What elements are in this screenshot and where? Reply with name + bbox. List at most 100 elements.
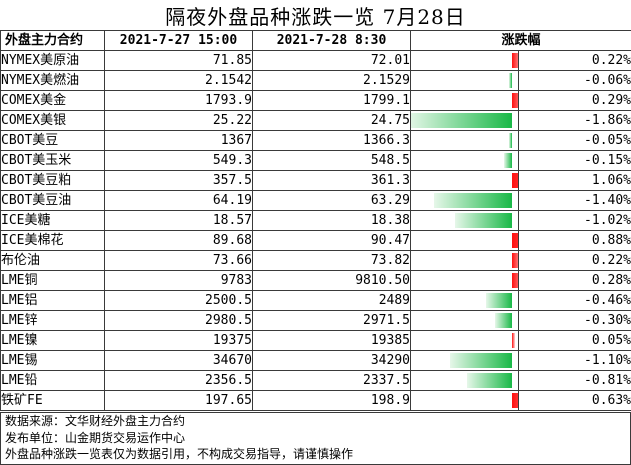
curr-price: 24.75 bbox=[252, 110, 411, 131]
table-row: COMEX美银 25.22 24.75 -1.86% bbox=[0, 110, 631, 131]
change-bar bbox=[509, 133, 512, 148]
prev-price: 1367 bbox=[104, 130, 253, 151]
change-percent: -0.06% bbox=[517, 70, 631, 91]
contract-name: ICE美棉花 bbox=[0, 230, 105, 251]
curr-price: 34290 bbox=[252, 350, 411, 371]
prev-price: 18.57 bbox=[104, 210, 253, 231]
contract-name: LME铝 bbox=[0, 290, 105, 311]
prev-price: 2980.5 bbox=[104, 310, 253, 331]
note-source: 数据来源：文华财经外盘主力合约 bbox=[5, 414, 186, 428]
contract-name: NYMEX美原油 bbox=[0, 50, 105, 71]
change-bar bbox=[512, 93, 518, 108]
table-row: LME铅 2356.5 2337.5 -0.81% bbox=[0, 370, 631, 391]
contract-name: LME铜 bbox=[0, 270, 105, 291]
table-row: 布伦油 73.66 73.82 0.22% bbox=[0, 250, 631, 271]
note-publisher: 发布单位：山金期货交易运作中心 bbox=[5, 430, 186, 445]
table-row: LME镍 19375 19385 0.05% bbox=[0, 330, 631, 351]
contract-name: 铁矿FE bbox=[0, 390, 105, 411]
header-prev-time: 2021-7-27 15:00 bbox=[104, 30, 253, 51]
prev-price: 1793.9 bbox=[104, 90, 253, 111]
change-bar-cell bbox=[410, 270, 519, 291]
change-bar-cell bbox=[410, 330, 519, 351]
change-bar-cell bbox=[410, 350, 519, 371]
table-row: COMEX美金 1793.9 1799.1 0.29% bbox=[0, 90, 631, 111]
prev-price: 2356.5 bbox=[104, 370, 253, 391]
header-change: 涨跌幅 bbox=[409, 30, 631, 51]
change-bar-cell bbox=[410, 290, 519, 311]
change-bar bbox=[450, 353, 512, 368]
prev-price: 25.22 bbox=[104, 110, 253, 131]
contract-name: COMEX美银 bbox=[0, 110, 105, 131]
change-percent: -1.40% bbox=[517, 190, 631, 211]
table-row: CBOT美玉米 549.3 548.5 -0.15% bbox=[0, 150, 631, 171]
change-bar bbox=[512, 253, 518, 268]
footer-notes: 数据来源：文华财经外盘主力合约 发布单位：山金期货交易运作中心 外盘品种涨跌一览… bbox=[0, 412, 631, 465]
header-curr-time: 2021-7-28 8:30 bbox=[252, 30, 411, 51]
table-row: LME铝 2500.5 2489 -0.46% bbox=[0, 290, 631, 311]
change-percent: -0.81% bbox=[517, 370, 631, 391]
change-bar-cell bbox=[410, 210, 519, 231]
table-row: LME锡 34670 34290 -1.10% bbox=[0, 350, 631, 371]
change-bar-cell bbox=[410, 390, 519, 411]
change-bar bbox=[512, 53, 518, 68]
table-row: ICE美糖 18.57 18.38 -1.02% bbox=[0, 210, 631, 231]
change-bar bbox=[512, 173, 518, 188]
contract-name: CBOT美豆粕 bbox=[0, 170, 105, 191]
curr-price: 361.3 bbox=[252, 170, 411, 191]
prev-price: 549.3 bbox=[104, 150, 253, 171]
change-bar bbox=[411, 113, 512, 128]
change-bar bbox=[512, 233, 518, 248]
change-percent: 0.63% bbox=[517, 390, 631, 411]
contract-name: CBOT美豆油 bbox=[0, 190, 105, 211]
change-percent: 0.88% bbox=[517, 230, 631, 251]
prev-price: 197.65 bbox=[104, 390, 253, 411]
table-row: LME铜 9783 9810.50 0.28% bbox=[0, 270, 631, 291]
change-percent: 0.29% bbox=[517, 90, 631, 111]
curr-price: 2337.5 bbox=[252, 370, 411, 391]
curr-price: 548.5 bbox=[252, 150, 411, 171]
prev-price: 2500.5 bbox=[104, 290, 253, 311]
change-percent: 1.06% bbox=[517, 170, 631, 191]
change-bar-cell bbox=[410, 370, 519, 391]
prev-price: 2.1542 bbox=[104, 70, 253, 91]
note-disclaimer: 外盘品种涨跌一览表仅为数据引用，不构成交易指导，请谨慎操作 bbox=[5, 447, 354, 461]
change-bar bbox=[433, 193, 512, 208]
prev-price: 34670 bbox=[104, 350, 253, 371]
table-row: CBOT美豆油 64.19 63.29 -1.40% bbox=[0, 190, 631, 211]
change-bar bbox=[486, 293, 512, 308]
change-bar-cell bbox=[410, 70, 519, 91]
change-bar-cell bbox=[410, 150, 519, 171]
contract-name: COMEX美金 bbox=[0, 90, 105, 111]
commodity-table: 外盘主力合约 2021-7-27 15:00 2021-7-28 8:30 涨跌… bbox=[0, 30, 631, 411]
header-contract: 外盘主力合约 bbox=[0, 30, 105, 51]
prev-price: 64.19 bbox=[104, 190, 253, 211]
change-bar-cell bbox=[410, 50, 519, 71]
table-row: LME锌 2980.5 2971.5 -0.30% bbox=[0, 310, 631, 331]
change-percent: 0.28% bbox=[517, 270, 631, 291]
change-percent: 0.22% bbox=[517, 50, 631, 71]
change-bar-cell bbox=[410, 170, 519, 191]
prev-price: 357.5 bbox=[104, 170, 253, 191]
curr-price: 1799.1 bbox=[252, 90, 411, 111]
change-bar-cell bbox=[410, 230, 519, 251]
curr-price: 198.9 bbox=[252, 390, 411, 411]
change-percent: -1.02% bbox=[517, 210, 631, 231]
change-percent: 0.05% bbox=[517, 330, 631, 351]
contract-name: LME铅 bbox=[0, 370, 105, 391]
contract-name: 布伦油 bbox=[0, 250, 105, 271]
change-bar-cell bbox=[410, 190, 519, 211]
change-percent: -1.86% bbox=[517, 110, 631, 131]
change-bar-cell bbox=[410, 110, 519, 131]
prev-price: 71.85 bbox=[104, 50, 253, 71]
prev-price: 73.66 bbox=[104, 250, 253, 271]
change-bar-cell bbox=[410, 250, 519, 271]
change-bar bbox=[454, 213, 512, 228]
curr-price: 63.29 bbox=[252, 190, 411, 211]
change-bar bbox=[512, 273, 518, 288]
change-bar-cell bbox=[410, 310, 519, 331]
table-row: NYMEX美原油 71.85 72.01 0.22% bbox=[0, 50, 631, 71]
change-bar bbox=[466, 373, 512, 388]
curr-price: 73.82 bbox=[252, 250, 411, 271]
curr-price: 18.38 bbox=[252, 210, 411, 231]
